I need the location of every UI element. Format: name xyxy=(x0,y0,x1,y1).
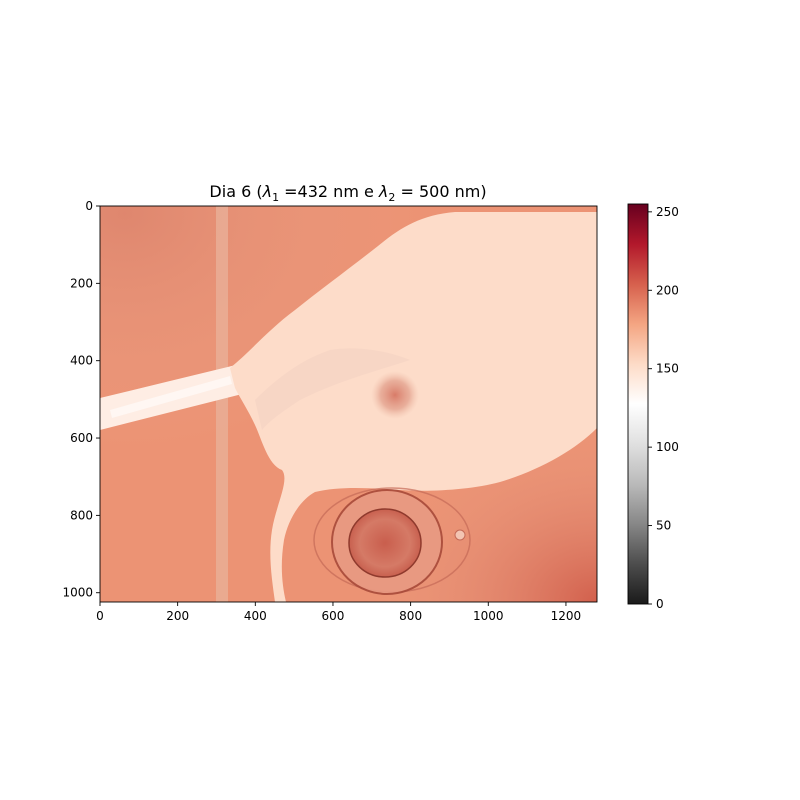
colorbar-frame xyxy=(627,203,649,605)
colorbar-tick-label: 250 xyxy=(656,205,679,219)
x-tick-label: 1200 xyxy=(551,609,582,623)
x-axis: 0 200 400 600 800 1000 1200 xyxy=(96,602,581,623)
egg-core xyxy=(348,508,422,578)
y-tick-label: 0 xyxy=(85,199,93,213)
y-tick-label: 600 xyxy=(70,431,93,445)
image-plot xyxy=(100,206,597,602)
y-tick-label: 1000 xyxy=(62,586,93,600)
colorbar-tick-label: 50 xyxy=(656,519,671,533)
colorbar: 0 50 100 150 200 250 xyxy=(627,203,679,611)
x-tick-label: 800 xyxy=(399,609,422,623)
image-vertical-stripe xyxy=(216,206,228,602)
colorbar-ticks: 0 50 100 150 200 250 xyxy=(648,205,679,611)
eye-spot xyxy=(371,371,419,419)
y-tick-label: 200 xyxy=(70,276,93,290)
organism-body-shade xyxy=(255,348,410,430)
x-tick-label: 1000 xyxy=(473,609,504,623)
y-tick-label: 800 xyxy=(70,508,93,522)
x-tick-label: 200 xyxy=(166,609,189,623)
colorbar-tick-label: 150 xyxy=(656,362,679,376)
pipette-highlight xyxy=(110,376,232,418)
colorbar-tick-label: 0 xyxy=(656,597,664,611)
x-tick-label: 400 xyxy=(244,609,267,623)
x-tick-label: 0 xyxy=(96,609,104,623)
y-tick-label: 400 xyxy=(70,354,93,368)
colorbar-tick-label: 200 xyxy=(656,283,679,297)
y-axis: 0 200 400 600 800 1000 xyxy=(62,199,100,600)
egg-bubble xyxy=(454,529,466,541)
plot-frame xyxy=(99,205,598,603)
colorbar-tick-label: 100 xyxy=(656,440,679,454)
colorbar-gradient xyxy=(628,204,648,604)
chart-title: Dia 6 (λ1 =432 nm e λ2 = 500 nm) xyxy=(209,182,486,204)
x-tick-label: 600 xyxy=(322,609,345,623)
